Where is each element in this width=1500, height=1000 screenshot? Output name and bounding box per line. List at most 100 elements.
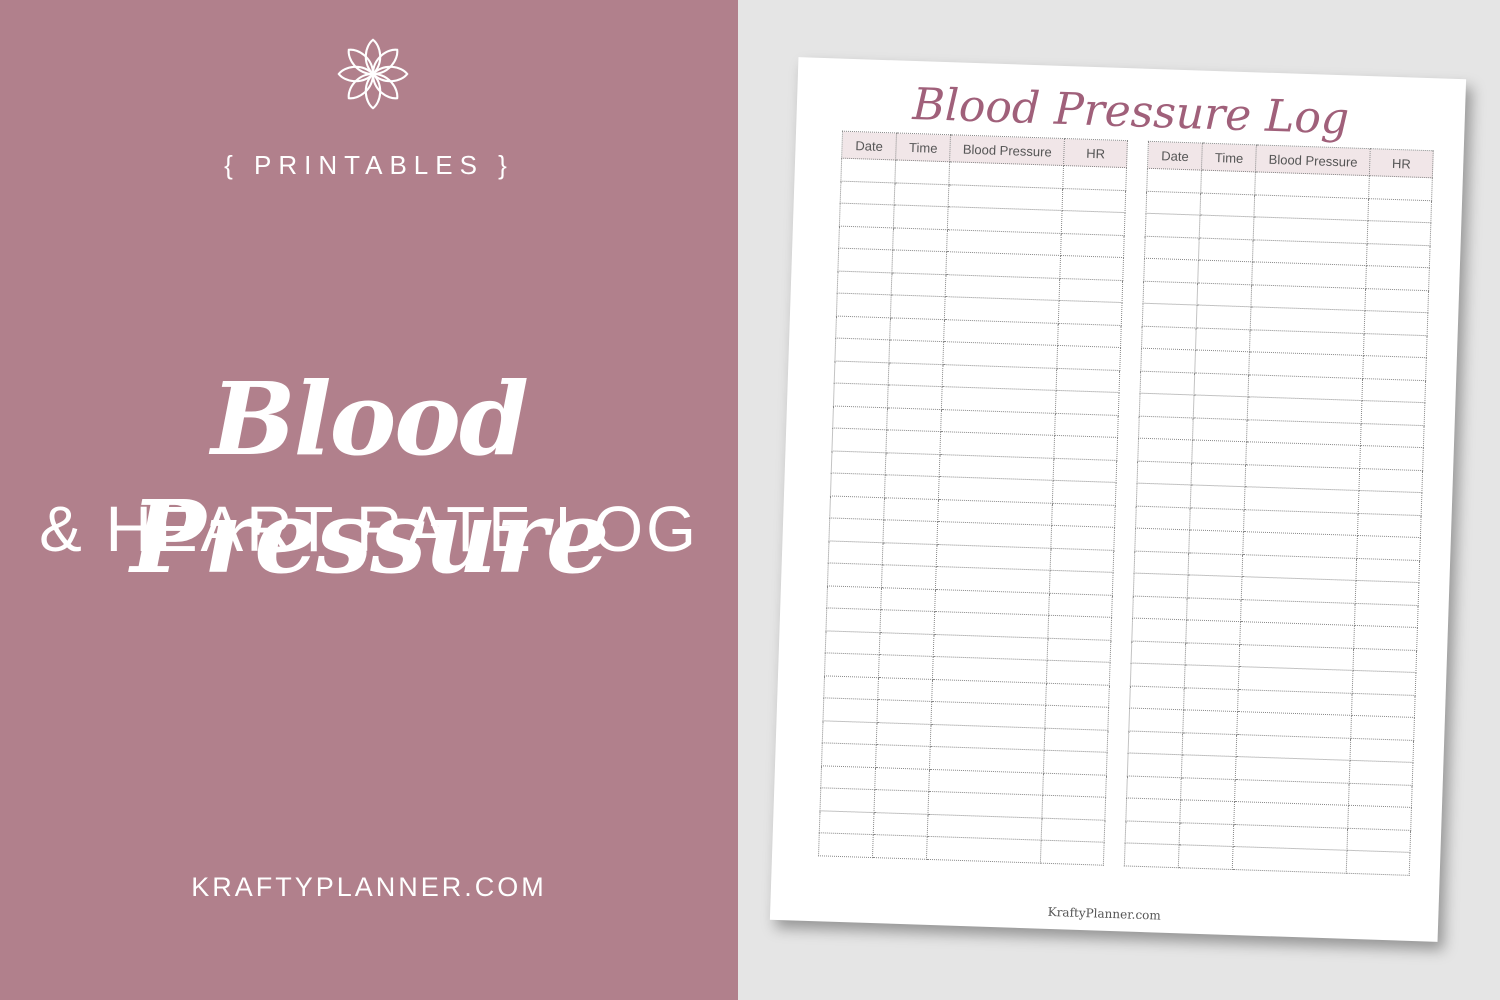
table-cell <box>882 542 938 567</box>
table-cell <box>1128 707 1184 733</box>
table-cell <box>835 315 891 340</box>
table-cell <box>1359 445 1424 471</box>
table-cell <box>840 158 896 183</box>
table-cell <box>830 472 886 498</box>
table-cell <box>1367 220 1431 246</box>
table-cell <box>1142 303 1198 328</box>
table-cell <box>1362 355 1427 381</box>
table-cell <box>1200 192 1255 217</box>
table-cell <box>895 159 950 185</box>
table-cell <box>1132 595 1188 620</box>
table-cell <box>1184 664 1240 690</box>
flower-petal <box>371 65 409 83</box>
table-cell <box>1040 840 1105 865</box>
table-cell <box>1053 457 1117 483</box>
flower-petal <box>347 48 375 76</box>
table-cell <box>1126 775 1182 800</box>
table-cell <box>1131 618 1187 643</box>
column-header: Date <box>1147 141 1203 171</box>
table-cell <box>1054 412 1119 438</box>
table-cell <box>1047 637 1111 663</box>
column-header: HR <box>1063 138 1128 168</box>
table-cell <box>876 722 932 747</box>
table-cell <box>831 450 887 475</box>
table-cell <box>1350 737 1414 763</box>
table-cell <box>894 182 950 207</box>
table-cell <box>1192 417 1248 442</box>
column-header: Blood Pressure <box>949 134 1065 166</box>
table-cell <box>822 720 878 745</box>
table-cell <box>837 270 893 295</box>
table-cell <box>1199 215 1255 240</box>
table-cell <box>824 652 880 678</box>
table-cell <box>877 699 932 724</box>
table-cell <box>1125 820 1180 845</box>
table-cell <box>1141 325 1197 350</box>
table-cell <box>878 654 934 679</box>
table-cell <box>839 203 895 228</box>
table-cell <box>1181 754 1237 780</box>
table-cell <box>1180 777 1236 802</box>
table-cell <box>883 519 938 545</box>
table-cell <box>1043 750 1108 775</box>
table-cell <box>1188 529 1244 555</box>
table-cell <box>1193 394 1249 420</box>
table-cell <box>1191 439 1247 465</box>
table-cell <box>819 810 875 835</box>
table-cell <box>1146 190 1201 216</box>
table-cell <box>893 204 949 230</box>
table-cell <box>829 495 885 520</box>
table-cell <box>883 497 939 522</box>
table-cell <box>1057 322 1122 348</box>
subtitle: & HEART RATE LOG <box>39 493 699 565</box>
table-cell <box>1353 647 1417 673</box>
table-cell <box>825 630 881 655</box>
table-cell <box>892 227 948 252</box>
table-cell <box>1060 232 1125 258</box>
table-cell <box>1194 349 1250 375</box>
table-cell <box>1190 484 1246 510</box>
table-cell <box>884 474 940 500</box>
table-cell <box>1179 799 1235 825</box>
table-cell <box>874 789 929 814</box>
table-cell <box>873 812 929 837</box>
table-cell <box>1127 752 1183 778</box>
table-cell <box>837 248 893 273</box>
table-cell <box>1368 175 1433 201</box>
table-cell <box>1351 715 1415 740</box>
table-cell <box>1045 705 1109 730</box>
table-cell <box>1346 850 1410 875</box>
table-cell <box>1134 528 1190 553</box>
table-cell <box>1351 692 1416 718</box>
table-cell <box>1140 348 1196 373</box>
table-cell <box>1362 378 1426 403</box>
table-cell <box>1348 805 1412 830</box>
table-cell <box>1178 844 1234 870</box>
flower-petal <box>364 38 382 76</box>
table-cell <box>875 744 931 769</box>
website-label: KRAFTYPLANNER.COM <box>191 872 547 902</box>
table-cell <box>831 428 887 453</box>
table-cell <box>826 585 882 610</box>
table-cell <box>1136 483 1192 508</box>
table-cell <box>1042 795 1106 820</box>
column-header: Date <box>841 131 897 160</box>
table-cell <box>840 180 896 205</box>
table-cell <box>872 834 928 859</box>
table-cell <box>1052 480 1117 505</box>
table-cell <box>1144 235 1200 261</box>
table-cell <box>1130 663 1186 688</box>
table-cell <box>1140 370 1195 395</box>
table-cell <box>1054 435 1118 460</box>
table-cell <box>1134 550 1189 575</box>
table-cell <box>1187 574 1243 600</box>
table-cell <box>823 675 879 700</box>
flower-petal <box>337 65 375 83</box>
table-cell <box>828 540 884 565</box>
table-cell <box>892 249 947 275</box>
table-cell <box>880 609 935 634</box>
table-cell <box>1124 842 1180 868</box>
table-cell <box>1048 615 1112 640</box>
table-cell <box>885 452 941 477</box>
table-cell <box>1352 670 1416 695</box>
